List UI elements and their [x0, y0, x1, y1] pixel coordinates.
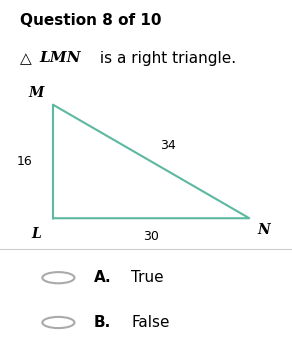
Text: L: L: [32, 227, 41, 241]
Text: 30: 30: [143, 230, 159, 243]
Text: △: △: [20, 51, 37, 66]
Text: LMN: LMN: [39, 51, 81, 65]
Text: M: M: [29, 86, 44, 100]
Text: Question 8 of 10: Question 8 of 10: [20, 13, 162, 28]
Text: 16: 16: [17, 155, 32, 168]
Text: False: False: [131, 315, 170, 330]
Text: True: True: [131, 270, 164, 285]
Text: A.: A.: [93, 270, 111, 285]
Text: 34: 34: [160, 139, 175, 152]
Text: N: N: [258, 223, 270, 237]
Text: is a right triangle.: is a right triangle.: [95, 51, 236, 66]
Text: B.: B.: [93, 315, 111, 330]
